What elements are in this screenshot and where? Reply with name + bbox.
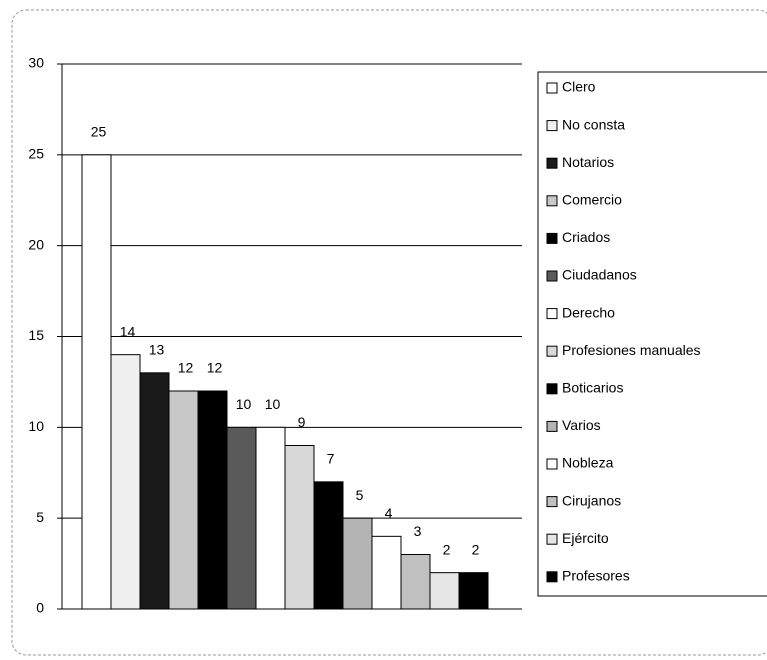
bar (226, 426, 257, 610)
bar (400, 554, 431, 610)
legend-swatch (546, 157, 558, 169)
legend-box (537, 71, 767, 597)
data-label: 10 (236, 396, 252, 412)
y-tick-label: 20 (28, 236, 44, 252)
data-label: 7 (327, 451, 335, 467)
data-label: 10 (265, 396, 281, 412)
legend-swatch (546, 232, 558, 244)
data-label: 2 (443, 541, 451, 557)
chart-frame (11, 9, 767, 656)
bar (197, 390, 228, 610)
legend-swatch (546, 383, 558, 395)
legend-swatch (546, 308, 558, 320)
data-label: 25 (91, 124, 107, 140)
legend-label: Comercio (562, 192, 622, 208)
bar (168, 390, 199, 610)
bar (139, 372, 170, 610)
data-label: 5 (356, 487, 364, 503)
legend-label: Criados (562, 229, 610, 245)
data-label: 12 (178, 360, 194, 376)
legend-swatch (546, 458, 558, 470)
legend-label: Clero (562, 79, 596, 95)
legend-label: Notarios (562, 154, 614, 170)
data-label: 13 (149, 342, 165, 358)
legend-swatch (546, 571, 558, 583)
legend-label: Derecho (562, 304, 615, 320)
bar (342, 517, 373, 610)
legend-swatch (546, 195, 558, 207)
legend-label: Profesores (562, 568, 630, 584)
bar (313, 481, 344, 610)
legend-label: Varios (562, 417, 601, 433)
legend-label: Nobleza (562, 455, 614, 471)
legend-swatch (546, 420, 558, 432)
y-tick-label: 25 (28, 146, 44, 162)
y-tick-label: 0 (36, 600, 44, 616)
bar (429, 572, 460, 610)
y-tick-label: 30 (28, 55, 44, 71)
legend-label: No consta (562, 116, 625, 132)
bar (110, 354, 141, 610)
legend-swatch (546, 120, 558, 132)
bar (458, 572, 489, 610)
data-label: 9 (298, 414, 306, 430)
bar (371, 535, 402, 610)
legend-label: Ejército (562, 530, 609, 546)
data-label: 14 (120, 323, 136, 339)
legend-swatch (546, 270, 558, 282)
data-label: 4 (385, 505, 393, 521)
bar (284, 445, 315, 610)
legend-swatch (546, 345, 558, 357)
bar (255, 426, 286, 610)
bar (81, 154, 112, 610)
legend-label: Ciudadanos (562, 267, 637, 283)
legend-swatch (546, 533, 558, 545)
legend-label: Boticarios (562, 380, 623, 396)
y-tick-label: 10 (28, 418, 44, 434)
legend-label: Cirujanos (562, 492, 621, 508)
data-label: 12 (207, 360, 223, 376)
legend-label: Profesiones manuales (562, 342, 701, 358)
data-label: 3 (414, 523, 422, 539)
legend-swatch (546, 496, 558, 508)
y-tick-label: 5 (36, 509, 44, 525)
y-tick-label: 15 (28, 327, 44, 343)
legend-swatch (546, 82, 558, 94)
data-label: 2 (472, 541, 480, 557)
